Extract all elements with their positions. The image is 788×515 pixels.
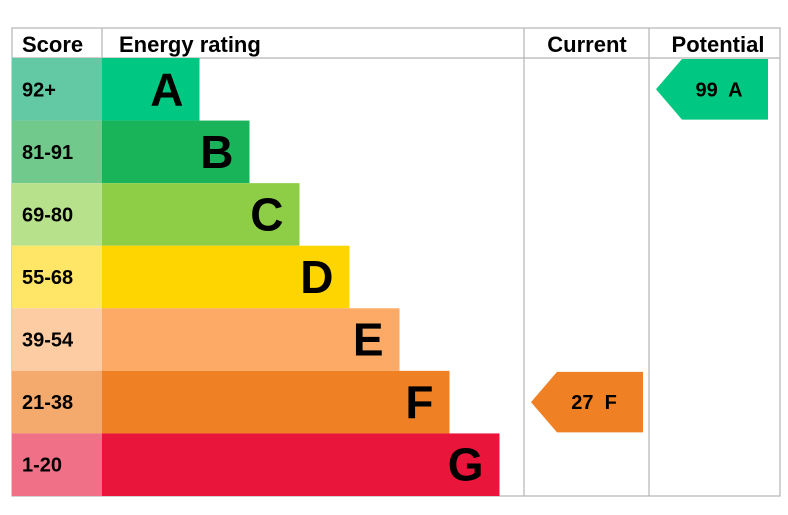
score-cell-d (12, 245, 102, 309)
band-bar-a (102, 58, 200, 121)
band-letter-d: D (300, 251, 333, 303)
score-range-b: 81-91 (22, 142, 73, 164)
score-cell-f (12, 370, 102, 434)
band-bar-e (102, 308, 400, 371)
band-letter-f: F (405, 376, 433, 428)
header-potential: Potential (672, 32, 765, 57)
band-letter-e: E (353, 314, 384, 366)
band-letter-c: C (250, 188, 283, 240)
band-bar-b (102, 120, 250, 184)
score-cell-b (12, 120, 102, 184)
band-letter-g: G (448, 439, 484, 491)
score-cell-c (12, 183, 102, 246)
header-score: Score (22, 32, 83, 57)
current-rating-label: 27 F (571, 392, 617, 414)
header-energy-rating: Energy rating (119, 32, 261, 57)
band-bar-f (102, 370, 450, 434)
band-bar-g (102, 433, 500, 496)
score-range-c: 69-80 (22, 204, 73, 226)
score-range-a: 92+ (22, 79, 56, 101)
header-current: Current (547, 32, 627, 57)
current-rating-arrow (531, 371, 643, 433)
score-range-d: 55-68 (22, 267, 73, 289)
score-range-f: 21-38 (22, 392, 73, 414)
potential-rating-arrow (656, 59, 768, 120)
band-bar-d (102, 245, 350, 309)
score-cell-e (12, 308, 102, 371)
score-range-g: 1-20 (22, 455, 62, 477)
score-range-e: 39-54 (22, 330, 74, 352)
band-bar-c (102, 183, 300, 246)
potential-rating-label: 99 A (695, 79, 742, 101)
rating-bands: 92+ A 81-91 B 69-80 C 55-68 D 39-54 E 21-38 F 1-20 G (12, 58, 500, 496)
score-cell-a (12, 58, 102, 121)
chart-headers: Score Energy rating Current Potential (22, 32, 764, 57)
rating-indicators: 27 F 99 A (531, 59, 768, 433)
score-cell-g (12, 433, 102, 496)
band-letter-b: B (200, 126, 233, 178)
band-letter-a: A (150, 63, 183, 115)
